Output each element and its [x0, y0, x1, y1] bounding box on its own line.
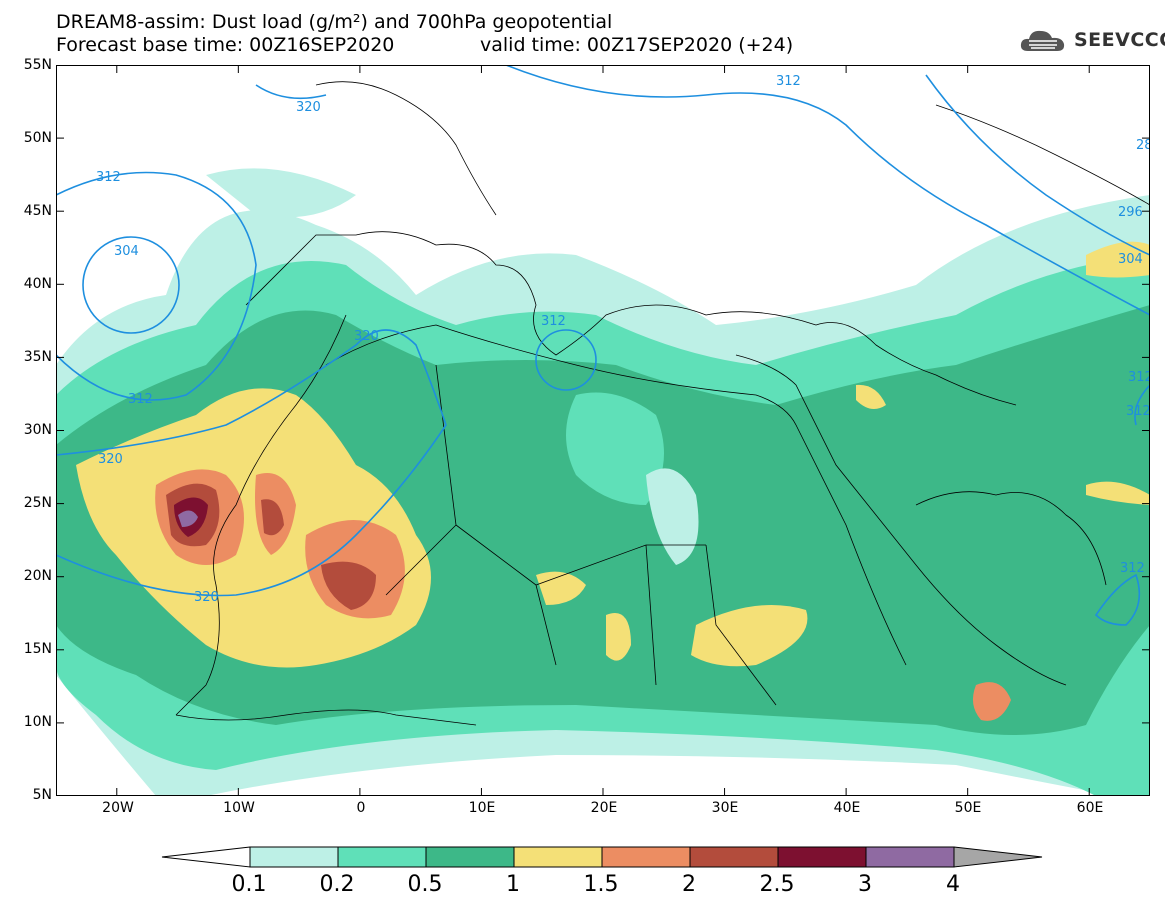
lat-label: 20N — [23, 568, 52, 584]
contour-label: 28 — [1136, 138, 1150, 153]
seevccc-logo: SEEVCCC — [1018, 24, 1165, 56]
lat-label: 25N — [23, 495, 52, 511]
colorbar-label: 1 — [506, 872, 520, 897]
map-title: DREAM8-assim: Dust load (g/m²) and 700hP… — [56, 11, 613, 33]
colorbar — [161, 846, 1043, 868]
colorbar-cell — [337, 846, 427, 868]
colorbar-cell — [777, 846, 867, 868]
lon-label: 20W — [102, 800, 134, 816]
lat-label: 45N — [23, 203, 52, 219]
contour-label: 296 — [1118, 205, 1143, 220]
colorbar-cell — [425, 846, 515, 868]
contour-label: 312 — [1126, 404, 1150, 419]
contour-label: 304 — [114, 244, 139, 259]
contour-label: 312 — [541, 314, 566, 329]
valid-time: valid time: 00Z17SEP2020 (+24) — [480, 34, 794, 56]
lon-label: 30E — [711, 800, 739, 816]
lat-label: 15N — [23, 641, 52, 657]
lat-label: 5N — [32, 787, 52, 803]
colorbar-high-end — [953, 846, 1043, 868]
colorbar-cell — [249, 846, 339, 868]
colorbar-label: 2 — [682, 872, 696, 897]
lon-label: 50E — [954, 800, 982, 816]
contour-label: 304 — [1118, 252, 1143, 267]
colorbar-cells — [161, 846, 1043, 868]
contour-label: 320 — [98, 452, 123, 467]
colorbar-label: 4 — [946, 872, 960, 897]
lon-label: 60E — [1076, 800, 1104, 816]
lon-label: 10E — [468, 800, 496, 816]
axis-ticks — [56, 65, 1150, 796]
contour-labels: 312 320 312 304 312 320 320 312 320 312 … — [96, 74, 1150, 605]
colorbar-label: 0.1 — [231, 872, 267, 897]
contour-label: 312 — [96, 170, 121, 185]
lat-label: 50N — [23, 130, 52, 146]
contour-label: 312 — [776, 74, 801, 89]
dust-level-3 — [178, 510, 198, 527]
map-frame — [56, 65, 1150, 796]
lat-label: 55N — [23, 57, 52, 73]
lat-label: 35N — [23, 349, 52, 365]
lon-label: 10W — [223, 800, 255, 816]
lat-label: 30N — [23, 422, 52, 438]
colorbar-cell — [689, 846, 779, 868]
logo-text: SEEVCCC — [1074, 29, 1165, 51]
colorbar-cell — [513, 846, 603, 868]
lon-label: 20E — [590, 800, 618, 816]
lat-label: 40N — [23, 276, 52, 292]
contour-label: 320 — [194, 590, 219, 605]
geopotential-contours — [56, 65, 1150, 626]
dust-fields — [56, 65, 1150, 796]
cloud-icon — [1020, 30, 1065, 51]
colorbar-cell — [865, 846, 955, 868]
colorbar-label: 1.5 — [583, 872, 619, 897]
colorbar-label: 0.5 — [407, 872, 443, 897]
contour-label: 312 — [1128, 370, 1150, 385]
contour-label: 320 — [296, 100, 321, 115]
lat-label: 10N — [23, 714, 52, 730]
lon-label: 40E — [833, 800, 861, 816]
colorbar-label: 3 — [858, 872, 872, 897]
colorbar-cell — [601, 846, 691, 868]
contour-label: 312 — [1120, 561, 1145, 576]
colorbar-low-end — [161, 846, 251, 868]
coastlines — [175, 81, 1150, 726]
contour-label: 320 — [354, 329, 379, 344]
lon-label: 0 — [356, 800, 366, 816]
forecast-base-time: Forecast base time: 00Z16SEP2020 — [56, 34, 395, 56]
dust-load-map: 312 320 312 304 312 320 320 312 320 312 … — [56, 65, 1150, 796]
colorbar-label: 2.5 — [759, 872, 795, 897]
contour-label: 312 — [128, 392, 153, 407]
colorbar-label: 0.2 — [319, 872, 355, 897]
